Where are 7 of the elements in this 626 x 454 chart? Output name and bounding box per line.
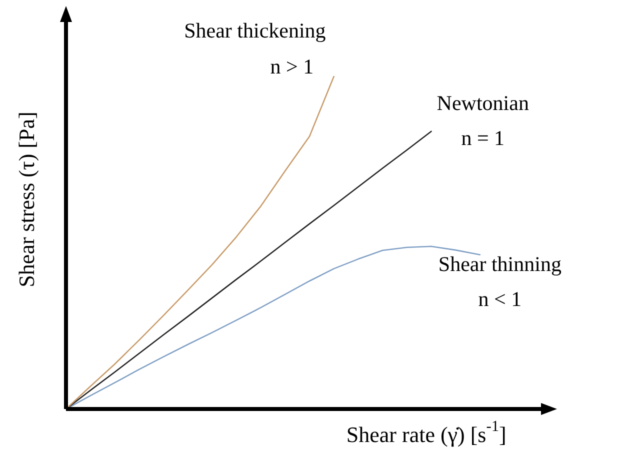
y-axis-title: Shear stress (τ) [Pa] <box>14 112 39 288</box>
annotation: n < 1 <box>478 286 522 311</box>
annotation: n = 1 <box>461 126 505 150</box>
annotation: Shear thinning <box>438 252 562 276</box>
annotation: n > 1 <box>270 54 314 78</box>
text: Shear thickening <box>184 18 326 42</box>
annotation: Newtonian <box>436 91 530 116</box>
